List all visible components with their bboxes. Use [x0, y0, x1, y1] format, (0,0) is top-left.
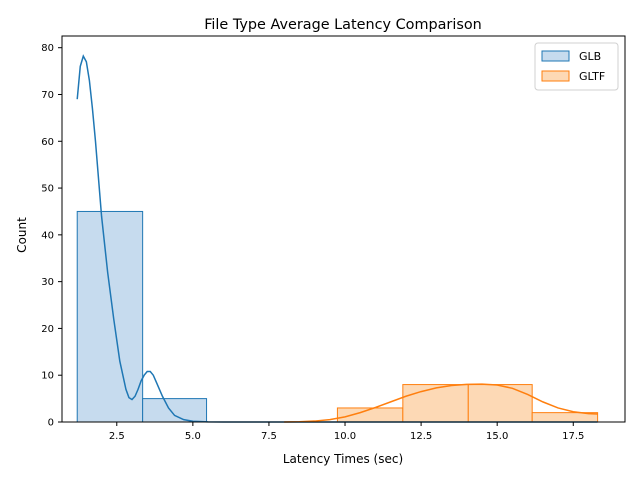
chart-title: File Type Average Latency Comparison: [204, 17, 482, 33]
y-tick-label-7: 70: [41, 90, 54, 101]
y-tick-label-2: 20: [41, 324, 54, 335]
bar-glb-0: [76, 210, 144, 423]
kde-layer: [76, 54, 598, 423]
bar-gltf-5: [402, 384, 469, 423]
kde-curve-gltf: [284, 383, 598, 423]
x-axis-label: Latency Times (sec): [283, 452, 403, 466]
y-tick-label-4: 40: [41, 230, 54, 241]
legend-box: [534, 42, 619, 91]
axes-layer: 2.5 5.0 7.5 10.0 12.5 15.0 17.5 0 10 20 30 40 50 60 70…: [41, 35, 626, 442]
bar-gltf-6: [467, 384, 533, 423]
legend-label-gltf: GLTF: [579, 70, 605, 83]
y-axis-label: Count: [15, 217, 29, 253]
y-tick-label-8: 80: [41, 43, 54, 54]
y-tick-label-6: 60: [41, 137, 54, 148]
x-tick-label-4: 12.5: [410, 431, 432, 442]
x-tick-label-2: 7.5: [261, 431, 277, 442]
x-tick-label-3: 10.0: [334, 431, 356, 442]
bar-glb-1: [142, 398, 208, 423]
y-tick-label-1: 10: [41, 371, 54, 382]
y-tick-label-0: 0: [48, 418, 54, 429]
legend-swatch-glb: [541, 50, 570, 62]
bars-layer: [76, 210, 599, 423]
x-tick-label-0: 2.5: [109, 431, 125, 442]
y-tick-label-5: 50: [41, 184, 54, 195]
legend: GLB GLTF: [534, 42, 619, 91]
kde-curve-glb: [76, 54, 598, 423]
x-tick-label-1: 5.0: [185, 431, 201, 442]
plot-frame: [61, 35, 626, 423]
legend-swatch-gltf: [541, 70, 570, 82]
y-tick-label-3: 30: [41, 277, 54, 288]
x-tick-label-6: 17.5: [562, 431, 584, 442]
x-tick-label-5: 15.0: [486, 431, 508, 442]
legend-label-glb: GLB: [579, 50, 601, 63]
